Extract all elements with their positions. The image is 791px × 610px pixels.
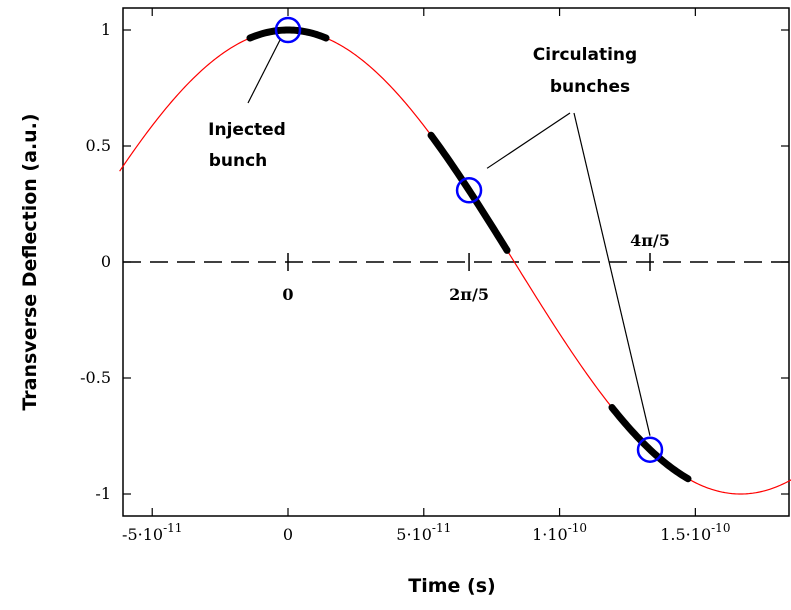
y-tick-label: 0.5 xyxy=(86,136,111,155)
circulating-pointer-line xyxy=(573,112,651,436)
y-axis-ticks: 1 0.5 0 -0.5 -1 xyxy=(80,20,789,503)
x-tick-label-exponent: -11 xyxy=(163,521,182,535)
bunch-segment xyxy=(608,404,692,483)
bunch-marker-circle xyxy=(274,16,302,44)
phase-tick-label: 2π/5 xyxy=(449,285,489,304)
x-tick-label: 5·10-11 xyxy=(396,521,451,544)
x-axis-ticks: -5·10-11 0 5·10-11 1·10-10 1.5·10-10 xyxy=(122,8,730,544)
x-tick-label-base: 1·10 xyxy=(532,525,568,544)
x-tick-label-base: 5·10 xyxy=(396,525,432,544)
injected-label-line-1: Injected xyxy=(208,120,286,140)
circulating-label-line-2: bunches xyxy=(550,77,630,97)
x-tick-label: -5·10-11 xyxy=(122,521,182,544)
y-axis-title: Transverse Deflection (a.u.) xyxy=(19,113,41,410)
circulating-pointer-line xyxy=(486,112,571,169)
injected-label-line-2: bunch xyxy=(209,151,268,171)
bunch-segment xyxy=(427,131,511,254)
circulating-label-line-1: Circulating xyxy=(533,45,637,65)
x-tick-label-exponent: -11 xyxy=(432,521,451,535)
phase-ticks: 0 2π/5 4π/5 xyxy=(282,231,669,304)
y-tick-label: -0.5 xyxy=(80,368,111,387)
bunches xyxy=(246,26,692,483)
x-tick-label-base: 0 xyxy=(283,525,293,544)
annotation-lines xyxy=(247,39,651,436)
y-tick-label: -1 xyxy=(95,484,111,503)
x-tick-label-exponent: -10 xyxy=(568,521,587,535)
x-tick-label: 1·10-10 xyxy=(532,521,587,544)
phase-tick-label: 4π/5 xyxy=(630,231,670,250)
x-axis-title: Time (s) xyxy=(408,575,495,597)
x-tick-label-base: -5·10 xyxy=(122,525,163,544)
y-tick-label: 1 xyxy=(101,20,111,39)
phase-tick-label: 0 xyxy=(282,285,293,304)
bunch-marker-circle xyxy=(455,177,483,204)
bunch-markers xyxy=(274,16,664,463)
x-tick-label: 0 xyxy=(283,525,293,544)
x-tick-label: 1.5·10-10 xyxy=(660,521,730,544)
injected-pointer-line xyxy=(247,39,281,104)
bunch-segment xyxy=(246,26,330,42)
bunch-marker-circle xyxy=(636,436,664,463)
y-tick-label: 0 xyxy=(101,252,111,271)
x-tick-label-exponent: -10 xyxy=(711,521,730,535)
x-tick-label-base: 1.5·10 xyxy=(660,525,711,544)
